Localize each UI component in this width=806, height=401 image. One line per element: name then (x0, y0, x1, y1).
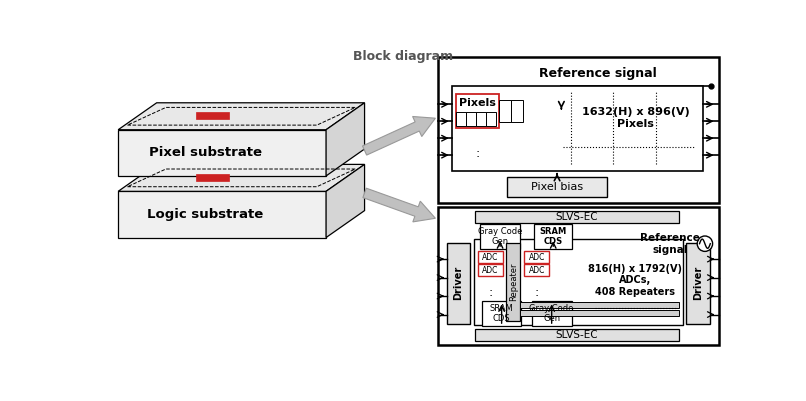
FancyBboxPatch shape (506, 243, 520, 322)
Text: Reference signal: Reference signal (539, 67, 657, 80)
FancyBboxPatch shape (687, 243, 709, 324)
Text: 816(H) x 1792(V)
ADCs,
408 Repeaters: 816(H) x 1792(V) ADCs, 408 Repeaters (588, 264, 682, 297)
Text: SLVS-EC: SLVS-EC (555, 330, 598, 340)
FancyBboxPatch shape (507, 177, 607, 197)
Text: :: : (534, 286, 538, 299)
FancyBboxPatch shape (524, 265, 550, 276)
FancyBboxPatch shape (475, 329, 679, 342)
Circle shape (697, 236, 713, 251)
Text: Pixel bias: Pixel bias (531, 182, 583, 192)
FancyBboxPatch shape (475, 211, 679, 223)
Text: SLVS-EC: SLVS-EC (555, 212, 598, 222)
Polygon shape (118, 130, 326, 176)
FancyBboxPatch shape (486, 112, 496, 126)
Polygon shape (326, 103, 364, 176)
FancyBboxPatch shape (476, 112, 486, 126)
FancyBboxPatch shape (524, 251, 550, 263)
Text: Logic substrate: Logic substrate (147, 208, 264, 221)
FancyBboxPatch shape (474, 239, 683, 325)
Text: Gray Code
Gen: Gray Code Gen (530, 304, 574, 324)
FancyBboxPatch shape (499, 101, 511, 122)
Text: Block diagram: Block diagram (353, 50, 453, 63)
FancyBboxPatch shape (438, 207, 719, 345)
FancyBboxPatch shape (511, 101, 523, 122)
Text: :: : (488, 286, 492, 299)
FancyBboxPatch shape (478, 265, 503, 276)
Polygon shape (363, 116, 435, 155)
FancyBboxPatch shape (520, 302, 679, 308)
Polygon shape (196, 174, 229, 181)
Text: ADC: ADC (529, 266, 545, 275)
Text: Driver: Driver (454, 266, 463, 300)
FancyBboxPatch shape (482, 302, 521, 326)
Text: Reference
signal: Reference signal (640, 233, 700, 255)
Text: SRAM
CDS: SRAM CDS (490, 304, 513, 324)
Text: Repeater: Repeater (509, 263, 517, 302)
Text: 1632(H) x 896(V)
Pixels: 1632(H) x 896(V) Pixels (581, 107, 689, 129)
FancyBboxPatch shape (447, 243, 470, 324)
FancyBboxPatch shape (456, 112, 466, 126)
Text: ADC: ADC (482, 253, 499, 262)
FancyBboxPatch shape (451, 86, 704, 170)
Text: Pixel substrate: Pixel substrate (149, 146, 262, 159)
Text: ADC: ADC (529, 253, 545, 262)
FancyBboxPatch shape (478, 251, 503, 263)
Text: SRAM
CDS: SRAM CDS (539, 227, 567, 247)
Text: Driver: Driver (693, 266, 703, 300)
Text: ADC: ADC (482, 266, 499, 275)
FancyBboxPatch shape (466, 112, 476, 126)
FancyBboxPatch shape (534, 225, 572, 249)
Polygon shape (326, 164, 364, 237)
FancyBboxPatch shape (480, 225, 520, 249)
Text: :: : (476, 147, 480, 160)
Polygon shape (118, 103, 364, 130)
Polygon shape (118, 164, 364, 191)
FancyBboxPatch shape (520, 310, 679, 316)
Polygon shape (363, 188, 435, 222)
FancyBboxPatch shape (438, 57, 719, 203)
Text: Pixels: Pixels (459, 98, 496, 108)
Text: Gray Code
Gen: Gray Code Gen (478, 227, 522, 247)
FancyBboxPatch shape (532, 302, 571, 326)
FancyBboxPatch shape (456, 93, 499, 128)
Polygon shape (196, 112, 229, 119)
Polygon shape (118, 191, 326, 237)
